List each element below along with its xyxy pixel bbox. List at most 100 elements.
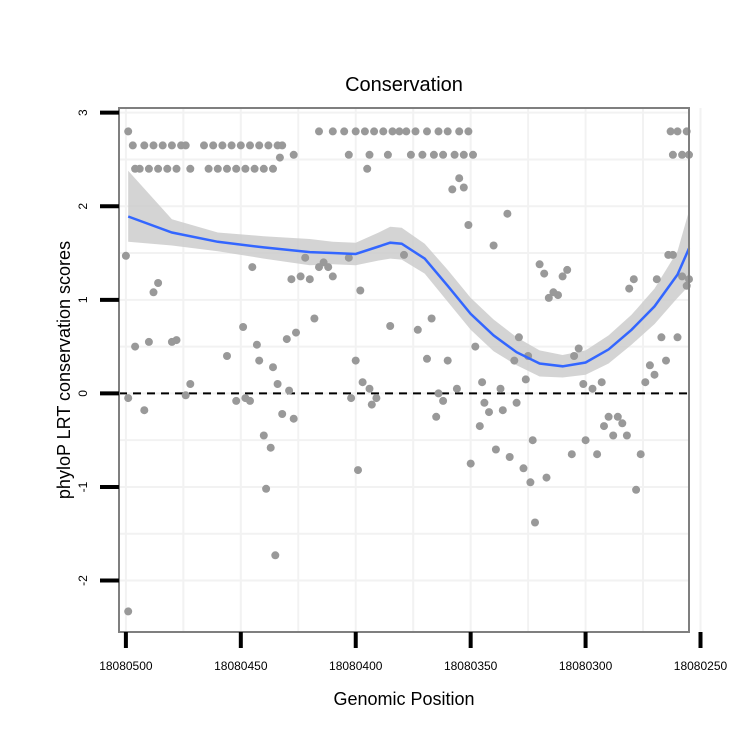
y-tick-label-2: 0 — [76, 390, 90, 397]
data-point-26 — [250, 164, 259, 173]
data-point-33 — [289, 150, 298, 159]
data-point-32 — [278, 141, 287, 150]
data-point-150 — [535, 260, 544, 269]
data-point-69 — [140, 406, 149, 415]
data-point-167 — [604, 412, 613, 421]
data-point-46 — [402, 127, 411, 136]
data-point-100 — [305, 275, 314, 284]
data-point-127 — [459, 183, 468, 192]
data-point-36 — [340, 127, 349, 136]
data-point-47 — [406, 150, 415, 159]
data-point-4 — [140, 141, 149, 150]
data-point-153 — [544, 293, 553, 302]
x-axis-label: Genomic Position — [333, 689, 474, 709]
data-point-123 — [443, 356, 452, 365]
data-point-59 — [469, 150, 477, 159]
data-point-50 — [423, 127, 431, 136]
y-tick-label-1: -1 — [76, 481, 90, 492]
data-point-111 — [363, 164, 372, 173]
data-points — [121, 127, 693, 616]
data-point-159 — [570, 352, 579, 360]
data-point-10 — [167, 141, 176, 150]
data-point-168 — [609, 431, 618, 440]
data-point-130 — [471, 342, 480, 351]
data-point-68 — [131, 342, 140, 351]
data-point-149 — [531, 518, 539, 527]
data-point-90 — [273, 380, 282, 388]
data-point-155 — [554, 291, 562, 300]
data-point-75 — [181, 391, 190, 400]
data-point-132 — [478, 378, 487, 387]
data-point-144 — [519, 464, 528, 473]
y-tick-label-0: -2 — [76, 575, 90, 586]
data-point-97 — [292, 328, 300, 337]
data-point-171 — [622, 431, 631, 440]
data-point-44 — [388, 127, 397, 136]
data-point-151 — [540, 269, 549, 278]
data-point-117 — [413, 325, 422, 334]
data-point-13 — [181, 141, 190, 150]
data-point-88 — [269, 363, 277, 372]
data-point-1 — [128, 141, 137, 150]
data-point-6 — [149, 141, 158, 150]
data-point-147 — [526, 478, 535, 487]
data-point-118 — [423, 354, 431, 363]
data-point-51 — [429, 150, 438, 159]
data-point-131 — [475, 422, 484, 431]
data-point-95 — [287, 275, 296, 284]
data-point-54 — [443, 127, 452, 136]
data-point-83 — [252, 340, 261, 349]
data-point-18 — [213, 164, 222, 173]
plot-border — [118, 107, 690, 633]
data-point-180 — [657, 333, 666, 342]
data-point-37 — [344, 150, 353, 159]
data-point-110 — [358, 378, 367, 387]
data-point-57 — [459, 150, 468, 159]
data-point-20 — [223, 164, 231, 173]
data-point-60 — [666, 127, 675, 136]
data-point-0 — [124, 127, 133, 136]
data-point-108 — [354, 466, 362, 475]
data-point-114 — [372, 394, 381, 403]
loess-smooth-line — [127, 215, 691, 368]
data-point-17 — [209, 141, 218, 150]
data-point-119 — [427, 314, 436, 323]
data-point-49 — [418, 150, 427, 159]
data-point-89 — [271, 551, 280, 560]
data-point-104 — [324, 263, 333, 272]
data-point-74 — [172, 336, 181, 345]
data-point-67 — [124, 394, 133, 403]
data-point-109 — [356, 286, 365, 295]
data-point-162 — [581, 436, 590, 445]
data-point-52 — [434, 127, 443, 136]
data-point-173 — [629, 275, 638, 284]
data-point-55 — [450, 150, 459, 159]
data-point-129 — [466, 459, 475, 468]
data-point-169 — [613, 412, 622, 421]
data-point-45 — [395, 127, 404, 136]
data-point-11 — [172, 164, 181, 173]
data-point-21 — [227, 141, 236, 150]
data-point-82 — [248, 263, 257, 272]
data-point-101 — [310, 314, 319, 323]
x-tick-label-4: 18080300 — [559, 659, 613, 673]
x-tick-label-3: 18080350 — [444, 659, 498, 673]
data-point-15 — [200, 141, 208, 150]
data-point-115 — [386, 322, 395, 330]
data-point-175 — [636, 450, 645, 459]
data-point-71 — [149, 288, 158, 297]
data-point-24 — [241, 164, 250, 173]
data-point-105 — [328, 272, 337, 281]
data-point-7 — [154, 164, 163, 173]
data-point-185 — [678, 272, 687, 281]
data-point-181 — [662, 356, 670, 365]
y-axis-label: phyloP LRT conservation scores — [54, 241, 74, 499]
data-point-121 — [434, 389, 443, 398]
x-tick-label-2: 18080400 — [329, 659, 383, 673]
data-point-179 — [652, 275, 661, 284]
data-point-126 — [455, 174, 464, 183]
data-point-161 — [579, 380, 588, 388]
plot-panel — [119, 108, 689, 632]
data-point-25 — [246, 141, 254, 150]
data-point-93 — [282, 335, 291, 344]
